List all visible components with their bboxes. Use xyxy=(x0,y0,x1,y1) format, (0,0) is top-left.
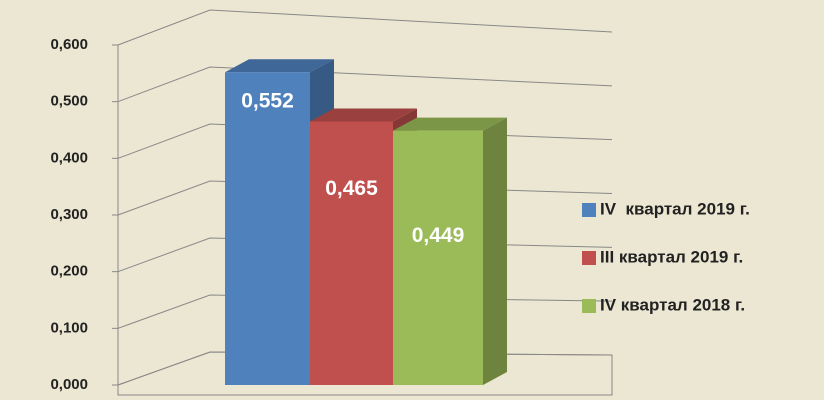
value-label: 0,465 xyxy=(325,177,378,200)
legend-swatch xyxy=(582,203,596,217)
grid-line xyxy=(117,66,613,103)
y-tick-label: 0,500 xyxy=(50,93,88,110)
y-tick-label: 0,600 xyxy=(50,36,88,53)
grid-line xyxy=(117,9,613,46)
value-label: 0,552 xyxy=(241,90,294,113)
bar-front xyxy=(225,72,310,385)
bar-front xyxy=(310,121,393,385)
y-tick-label: 0,200 xyxy=(50,263,88,280)
bar-top xyxy=(310,108,417,122)
legend-swatch xyxy=(582,251,596,265)
bar-top xyxy=(225,59,334,73)
legend-label: IV квартал 2019 г. xyxy=(600,199,750,218)
legend-swatch xyxy=(582,299,596,313)
y-tick-label: 0,400 xyxy=(50,149,88,166)
y-tick-label: 0,300 xyxy=(50,206,88,223)
bar-side xyxy=(483,117,507,386)
y-tick-label: 0,100 xyxy=(50,319,88,336)
value-label: 0,449 xyxy=(412,224,465,247)
y-tick-label: 0,000 xyxy=(50,376,88,393)
legend-label: IV квартал 2018 г. xyxy=(600,295,745,314)
bar-front xyxy=(393,130,483,385)
legend-label: III квартал 2019 г. xyxy=(600,247,743,266)
bar-top xyxy=(393,117,507,131)
bar xyxy=(393,117,507,386)
